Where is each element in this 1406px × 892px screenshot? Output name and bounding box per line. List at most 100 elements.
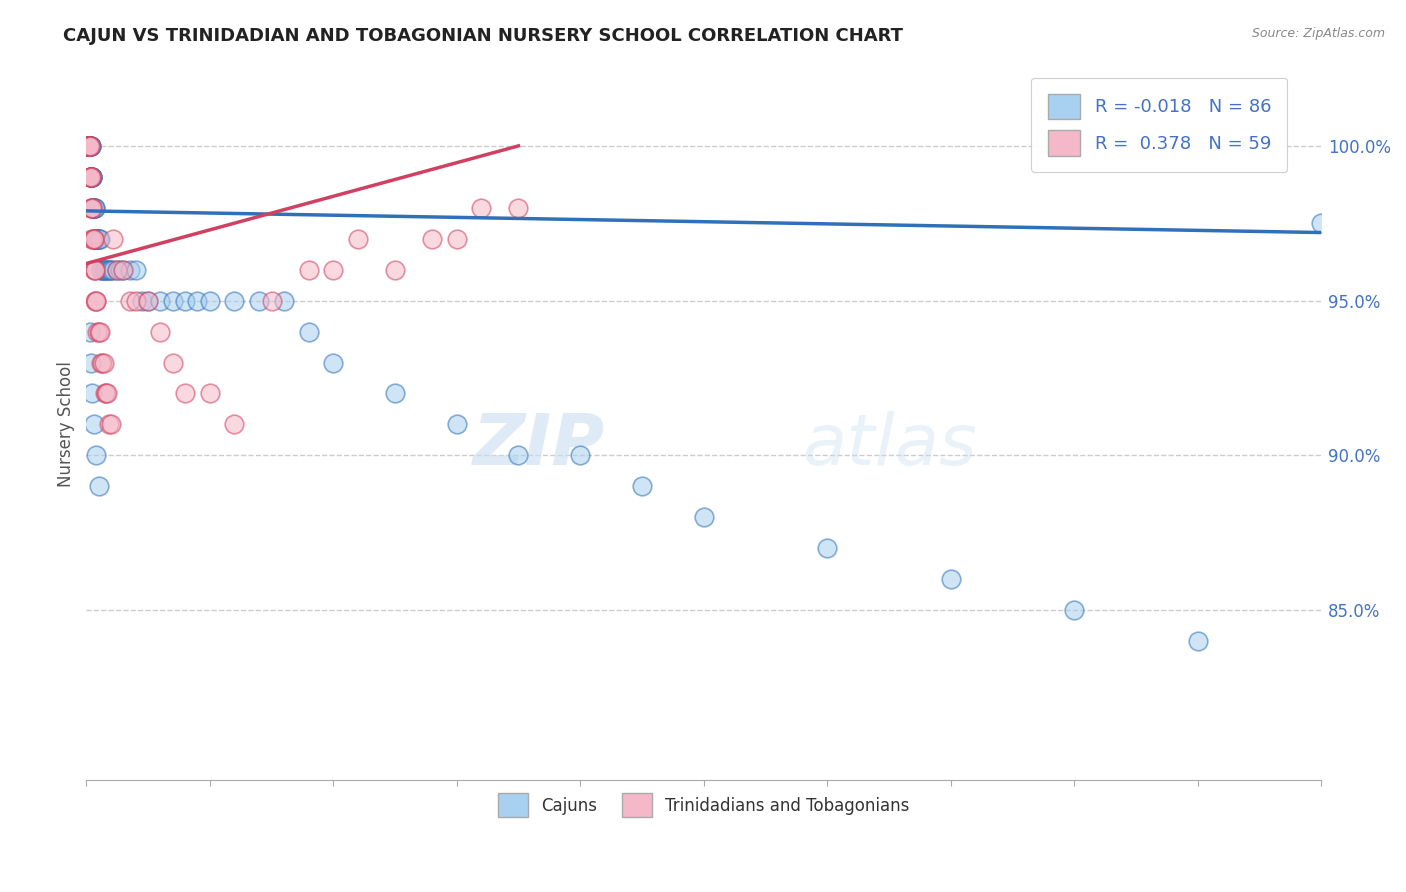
Point (84, 232, 107, 246)
Point (82, 201, 104, 215)
Point (174, 386, 197, 401)
Point (94, 262, 117, 277)
Point (89, 325, 111, 339)
Point (420, 232, 443, 246)
Point (84, 293, 107, 308)
Point (82, 201, 104, 215)
Point (224, 417, 246, 432)
Point (322, 355, 344, 369)
Point (83, 201, 105, 215)
Point (273, 293, 295, 308)
Point (80, 169, 103, 184)
Point (149, 293, 172, 308)
Point (446, 417, 468, 432)
Text: atlas: atlas (803, 411, 977, 480)
Point (84, 293, 107, 308)
Point (98, 262, 121, 277)
Point (94, 262, 117, 277)
Point (125, 262, 148, 277)
Point (162, 355, 184, 369)
Point (569, 448, 592, 462)
Point (76, 139, 98, 153)
Point (90, 355, 112, 369)
Point (82, 386, 104, 401)
Point (77, 139, 100, 153)
Point (198, 293, 221, 308)
Point (1310, 216, 1333, 230)
Point (162, 293, 184, 308)
Point (80, 201, 103, 215)
Point (86, 232, 108, 246)
Point (83, 201, 105, 215)
Point (322, 262, 344, 277)
Point (83, 201, 105, 215)
Point (297, 325, 319, 339)
Point (84, 232, 107, 246)
Point (80, 169, 103, 184)
Point (79, 139, 101, 153)
Point (80, 201, 103, 215)
Point (149, 325, 172, 339)
Point (82, 232, 104, 246)
Point (97, 262, 120, 277)
Point (939, 572, 962, 586)
Point (131, 293, 153, 308)
Point (79, 139, 101, 153)
Point (80, 355, 103, 369)
Point (631, 479, 654, 493)
Point (79, 139, 101, 153)
Point (94, 386, 117, 401)
Point (84, 262, 107, 277)
Point (93, 355, 115, 369)
Point (84, 232, 107, 246)
Point (83, 417, 105, 432)
Point (84, 201, 107, 215)
Point (260, 293, 283, 308)
Point (125, 293, 148, 308)
Point (83, 232, 105, 246)
Point (77, 139, 100, 153)
Point (82, 169, 104, 184)
Point (76, 139, 98, 153)
Point (103, 262, 125, 277)
Point (100, 417, 122, 432)
Legend: Cajuns, Trinidadians and Tobagonians: Cajuns, Trinidadians and Tobagonians (489, 785, 918, 825)
Point (79, 169, 101, 184)
Point (84, 448, 107, 462)
Point (83, 201, 105, 215)
Point (692, 510, 714, 524)
Point (96, 386, 118, 401)
Point (80, 139, 103, 153)
Point (247, 293, 270, 308)
Point (82, 169, 104, 184)
Point (79, 139, 101, 153)
Point (84, 232, 107, 246)
Point (96, 262, 118, 277)
Point (82, 169, 104, 184)
Point (224, 293, 246, 308)
Point (112, 262, 135, 277)
Point (100, 262, 122, 277)
Point (97, 417, 120, 432)
Text: ZIP: ZIP (472, 411, 605, 480)
Point (84, 232, 107, 246)
Point (79, 139, 101, 153)
Point (80, 169, 103, 184)
Point (508, 448, 530, 462)
Point (83, 262, 105, 277)
Point (77, 139, 100, 153)
Point (76, 139, 98, 153)
Point (82, 201, 104, 215)
Point (86, 325, 108, 339)
Point (77, 139, 100, 153)
Point (103, 232, 125, 246)
Point (87, 325, 110, 339)
Point (86, 232, 108, 246)
Point (76, 139, 98, 153)
Point (105, 262, 128, 277)
Point (90, 262, 112, 277)
Point (87, 232, 110, 246)
Point (470, 201, 492, 215)
Point (1187, 634, 1209, 648)
Point (79, 169, 101, 184)
